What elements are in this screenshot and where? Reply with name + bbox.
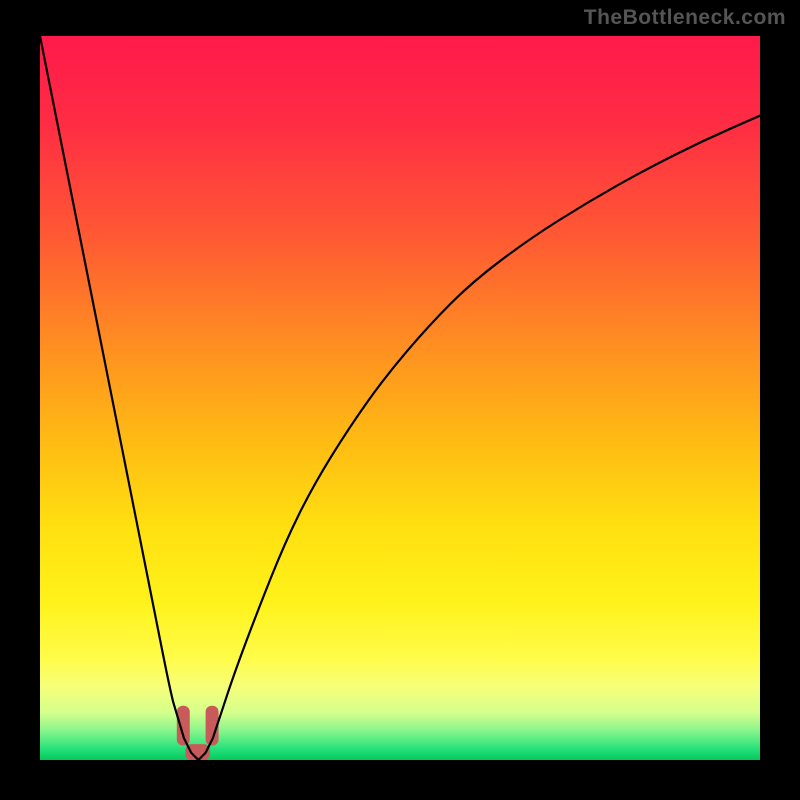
- chart-container: { "watermark": { "text": "TheBottleneck.…: [0, 0, 800, 800]
- gradient-background: [40, 36, 760, 760]
- watermark-text: TheBottleneck.com: [584, 6, 786, 30]
- bottleneck-chart: [0, 0, 800, 800]
